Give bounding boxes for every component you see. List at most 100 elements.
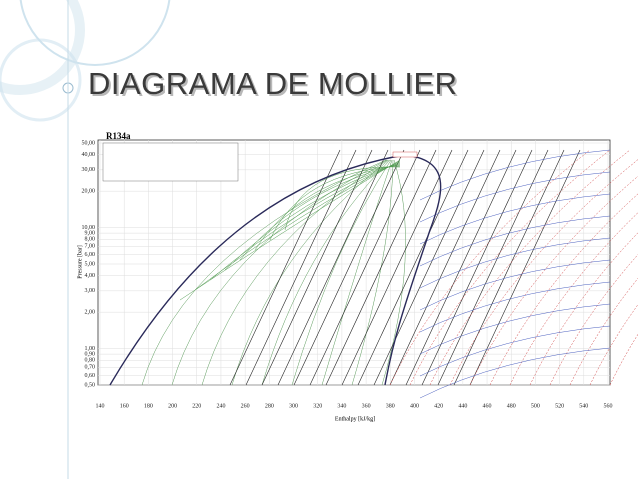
isochore — [509, 212, 638, 386]
isotherm — [419, 259, 611, 311]
y-tick-label: 50,00 — [82, 140, 96, 146]
isochore — [389, 149, 591, 386]
x-tick-label: 560 — [604, 403, 613, 409]
x-tick-label: 200 — [168, 403, 177, 409]
y-tick-label: 3,00 — [85, 288, 96, 294]
x-tick-label: 140 — [96, 403, 105, 409]
slide-title-shadow: DIAGRAMA DE MOLLIER — [90, 68, 460, 103]
isotherm — [419, 193, 611, 245]
isochore — [529, 232, 638, 386]
quality-line — [261, 159, 391, 386]
x-tick-label: 240 — [216, 403, 225, 409]
isentrope — [293, 149, 405, 386]
info-box — [102, 142, 239, 182]
isochore — [469, 175, 638, 386]
y-tick-label: 0,90 — [85, 351, 96, 357]
y-tick-label: 30,00 — [82, 167, 96, 173]
y-tick-label: 0,80 — [85, 358, 96, 364]
y-tick-label: 10,00 — [82, 225, 96, 231]
y-tick-label: 1,00 — [85, 346, 96, 352]
isentrope — [389, 149, 501, 386]
isotherm — [419, 325, 611, 377]
x-axis-label: Enthalpy [kJ/kg] — [335, 416, 375, 422]
x-tick-label: 160 — [120, 403, 129, 409]
isentrope — [373, 149, 485, 386]
density-line — [269, 165, 401, 241]
isochore — [409, 149, 611, 386]
isotherm — [419, 281, 611, 333]
x-tick-label: 540 — [579, 403, 588, 409]
density-line — [254, 164, 401, 251]
isochore — [549, 254, 638, 386]
isentrope — [245, 149, 357, 386]
x-tick-label: 420 — [434, 403, 443, 409]
mollier-figure: R134a Pressure [bar] Enthalpy [kJ/kg] 14… — [77, 131, 638, 422]
isentrope — [261, 149, 373, 386]
density-line — [239, 163, 401, 261]
isochore — [489, 193, 638, 386]
isotherm — [419, 237, 611, 289]
quality-line — [201, 159, 389, 386]
density-line — [284, 166, 401, 231]
y-axis-label: Pressure [bar] — [77, 245, 83, 279]
y-tick-label: 7,00 — [85, 244, 96, 250]
x-tick-label: 440 — [458, 403, 467, 409]
isotherm — [419, 215, 611, 267]
y-tick-label: 0,60 — [85, 373, 96, 379]
isentrope — [341, 149, 453, 386]
isochore — [429, 149, 631, 386]
isentrope — [405, 149, 517, 386]
x-tick-label: 520 — [555, 403, 564, 409]
quality-line — [291, 159, 392, 386]
y-tick-label: 8,00 — [85, 237, 96, 243]
isentrope — [277, 149, 389, 386]
isentrope — [309, 149, 421, 386]
density-line — [224, 162, 401, 271]
x-tick-label: 340 — [337, 403, 346, 409]
x-tick-label: 180 — [144, 403, 153, 409]
x-tick-label: 260 — [241, 403, 250, 409]
isentrope — [421, 149, 533, 386]
isotherm — [419, 171, 611, 223]
isotherm — [419, 303, 611, 355]
x-tick-label: 500 — [531, 403, 540, 409]
isentrope — [325, 149, 437, 386]
isochore — [609, 333, 638, 386]
isochore — [449, 159, 638, 386]
x-tick-label: 320 — [313, 403, 322, 409]
diagram-lines — [109, 149, 638, 399]
y-tick-label: 9,00 — [85, 230, 96, 236]
y-tick-label: 4,00 — [85, 273, 96, 279]
isentrope — [437, 149, 549, 386]
y-tick-label: 40,00 — [82, 152, 96, 158]
x-tick-label: 280 — [265, 403, 274, 409]
saturation-dome — [109, 154, 442, 386]
quality-line — [321, 159, 393, 386]
y-tick-label: 6,00 — [85, 252, 96, 258]
y-tick-label: 5,00 — [85, 261, 96, 267]
isentrope — [469, 149, 581, 386]
isentrope — [453, 149, 565, 386]
refrigerant-label: R134a — [106, 131, 131, 141]
x-tick-label: 300 — [289, 403, 298, 409]
quality-line — [231, 159, 390, 386]
quality-line — [351, 159, 394, 386]
quality-line — [171, 159, 388, 386]
isochore — [569, 277, 638, 386]
isentrope — [357, 149, 469, 386]
y-tick-label: 20,00 — [82, 189, 96, 195]
quality-line — [381, 159, 406, 386]
x-tick-label: 460 — [483, 403, 492, 409]
quality-line — [141, 159, 387, 386]
critical-point — [392, 151, 418, 158]
isochore — [589, 304, 638, 386]
y-tick-label: 0,50 — [85, 382, 96, 388]
x-tick-label: 220 — [192, 403, 201, 409]
density-line — [209, 161, 401, 281]
x-tick-label: 380 — [386, 403, 395, 409]
x-tick-label: 360 — [362, 403, 371, 409]
x-tick-label: 400 — [410, 403, 419, 409]
slide-title: DIAGRAMA DE MOLLIER — [88, 66, 458, 101]
